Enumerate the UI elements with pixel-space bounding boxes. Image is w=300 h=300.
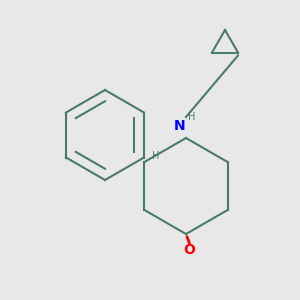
Text: O: O [183, 244, 195, 257]
Text: H: H [188, 112, 196, 122]
Text: H: H [152, 151, 160, 161]
Text: N: N [174, 119, 186, 133]
